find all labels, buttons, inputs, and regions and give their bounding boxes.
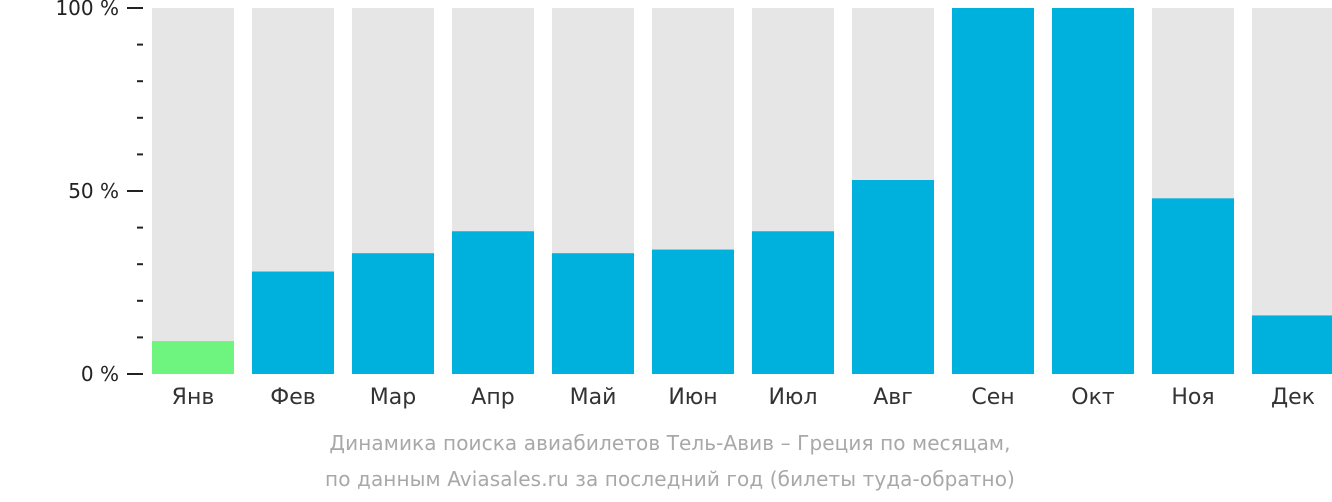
x-tick-label-6: Июн [668, 385, 717, 410]
bar-10 [1052, 8, 1134, 374]
bar-5 [552, 253, 634, 374]
x-tick-label-4: Апр [471, 385, 514, 410]
x-tick-label-9: Сен [971, 385, 1014, 410]
bar-background-1 [152, 8, 234, 374]
bar-8 [852, 180, 934, 374]
x-tick-label-12: Дек [1271, 385, 1315, 410]
bar-11 [1152, 198, 1234, 374]
x-tick-label-1: Янв [172, 385, 215, 410]
bar-9 [952, 8, 1034, 374]
bar-7 [752, 231, 834, 374]
bar-background-12 [1252, 8, 1332, 374]
bar-6 [652, 249, 734, 374]
y-tick-label-0: 0 % [81, 362, 119, 386]
bar-2 [252, 271, 334, 374]
bar-1 [152, 341, 234, 374]
chart-caption-line-2: по данным Aviasales.ru за последний год … [325, 467, 1015, 491]
y-tick-label-100: 100 % [55, 0, 119, 20]
bar-12 [1252, 315, 1332, 374]
bar-4 [452, 231, 534, 374]
chart-caption-line-1: Динамика поиска авиабилетов Тель-Авив – … [329, 431, 1011, 455]
x-tick-label-11: Ноя [1171, 385, 1214, 410]
chart-canvas: Янв Фев Мар Апр Май Июн Июл Авг Сен Окт Ноя Дек 0 % 5… [55, 0, 1332, 410]
x-tick-label-10: Окт [1071, 385, 1115, 410]
bar-3 [352, 253, 434, 374]
x-tick-label-3: Мар [370, 385, 416, 410]
x-tick-label-2: Фев [270, 385, 315, 410]
x-tick-label-8: Авг [873, 385, 913, 410]
x-tick-label-5: Май [570, 385, 617, 410]
y-tick-label-50: 50 % [68, 179, 119, 203]
x-tick-label-7: Июл [768, 385, 817, 410]
